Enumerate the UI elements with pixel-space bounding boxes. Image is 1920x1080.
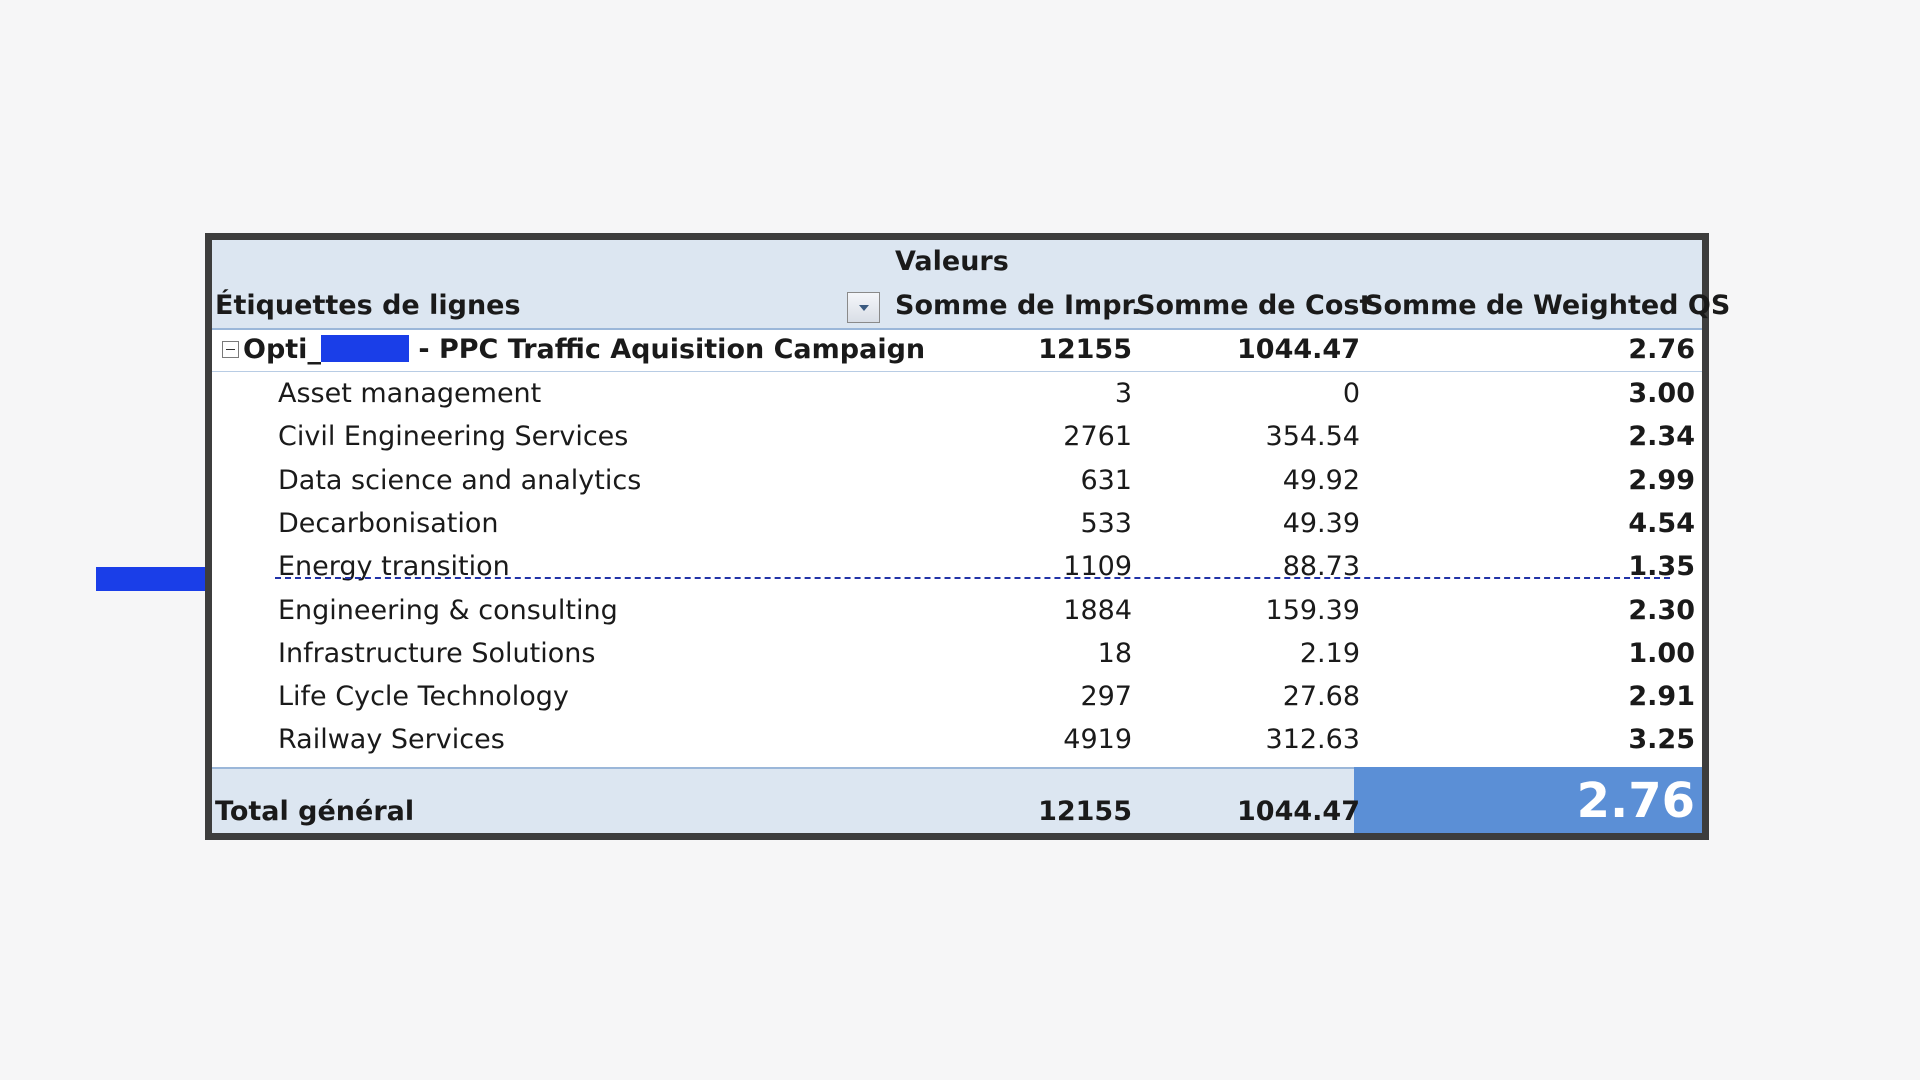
right-arrow-icon: [96, 549, 264, 609]
table-row[interactable]: Energy transition 1109 88.73 1.35: [212, 545, 1702, 588]
row-impr: 297: [1080, 681, 1132, 713]
group-impr: 12155: [1038, 334, 1132, 365]
row-cost: 354.54: [1265, 421, 1360, 453]
table-row[interactable]: Decarbonisation 533 49.39 4.54: [212, 502, 1702, 545]
row-label: Railway Services: [278, 724, 505, 756]
row-label: Civil Engineering Services: [278, 421, 629, 453]
total-impr: 12155: [1038, 796, 1132, 827]
pivot-table: Valeurs Étiquettes de lignes Somme de Im…: [205, 233, 1730, 840]
collapse-minus-icon[interactable]: [222, 341, 239, 358]
row-cost: 27.68: [1282, 681, 1360, 713]
row-label: Engineering & consulting: [278, 594, 618, 626]
row-qs: 1.35: [1628, 551, 1695, 583]
row-impr: 18: [1097, 637, 1132, 669]
row-impr: 631: [1080, 464, 1132, 496]
group-label-suffix: - PPC Traffic Aquisition Campaign: [408, 334, 926, 365]
group-cost: 1044.47: [1237, 334, 1360, 365]
row-impr: 3: [1114, 378, 1132, 409]
table-row[interactable]: Data science and analytics 631 49.92 2.99: [212, 459, 1702, 502]
row-cost: 49.39: [1282, 507, 1360, 539]
row-label: Energy transition: [278, 551, 510, 583]
table-row[interactable]: Asset management 3 0 3.00: [212, 372, 1702, 415]
total-cost: 1044.47: [1237, 796, 1360, 827]
row-label: Data science and analytics: [278, 464, 642, 496]
total-row-content: Total général 12155 1044.47: [212, 790, 1702, 833]
total-label: Total général: [215, 796, 415, 827]
row-cost: 312.63: [1265, 724, 1360, 756]
table-row[interactable]: Railway Services 4919 312.63 3.25: [212, 718, 1702, 761]
table-row[interactable]: Engineering & consulting 1884 159.39 2.30: [212, 589, 1702, 632]
row-qs: 2.91: [1628, 681, 1695, 713]
row-qs: 2.99: [1628, 464, 1695, 496]
column-header-impr[interactable]: Somme de Impr.: [895, 290, 1142, 321]
row-cost: 88.73: [1282, 551, 1360, 583]
group-label: Opti_ - PPC Traffic Aquisition Campaign: [243, 328, 925, 371]
row-labels-filter-button[interactable]: [847, 292, 880, 323]
pivot-header: Valeurs Étiquettes de lignes Somme de Im…: [212, 240, 1730, 330]
row-label: Life Cycle Technology: [278, 681, 569, 713]
table-row[interactable]: Infrastructure Solutions 18 2.19 1.00: [212, 632, 1702, 675]
row-impr: 533: [1080, 507, 1132, 539]
row-impr: 2761: [1063, 421, 1132, 453]
row-qs: 3.25: [1628, 724, 1695, 756]
group-label-prefix: Opti_: [243, 334, 321, 365]
row-label: Decarbonisation: [278, 507, 499, 539]
row-qs: 2.34: [1628, 421, 1695, 453]
row-impr: 1884: [1063, 594, 1132, 626]
row-qs: 1.00: [1628, 637, 1695, 669]
row-qs: 4.54: [1628, 507, 1695, 539]
column-header-weighted-qs[interactable]: Somme de Weighted QS: [1364, 290, 1731, 321]
row-cost: 159.39: [1265, 594, 1360, 626]
values-label: Valeurs: [895, 246, 1009, 277]
column-header-cost[interactable]: Somme de Cost: [1136, 290, 1373, 321]
row-impr: 4919: [1063, 724, 1132, 756]
row-qs: 3.00: [1628, 378, 1695, 409]
row-qs: 2.30: [1628, 594, 1695, 626]
row-cost: 49.92: [1282, 464, 1360, 496]
row-label: Asset management: [278, 378, 542, 409]
redaction-block: [320, 335, 409, 362]
total-qs-highlight[interactable]: [1354, 767, 1702, 833]
total-qs: 2.76: [1576, 773, 1695, 829]
filter-dropdown-icon: [859, 305, 869, 311]
row-cost: 2.19: [1299, 637, 1360, 669]
group-separator: [212, 371, 1702, 372]
strikethrough-line: [275, 577, 1670, 579]
row-cost: 0: [1342, 378, 1360, 409]
row-impr: 1109: [1063, 551, 1132, 583]
table-row[interactable]: Life Cycle Technology 297 27.68 2.91: [212, 675, 1702, 718]
group-row[interactable]: Opti_ - PPC Traffic Aquisition Campaign …: [212, 328, 1702, 371]
group-qs: 2.76: [1628, 334, 1695, 365]
table-row[interactable]: Civil Engineering Services 2761 354.54 2.34: [212, 415, 1702, 458]
row-labels-title: Étiquettes de lignes: [215, 290, 521, 321]
row-label: Infrastructure Solutions: [278, 637, 596, 669]
